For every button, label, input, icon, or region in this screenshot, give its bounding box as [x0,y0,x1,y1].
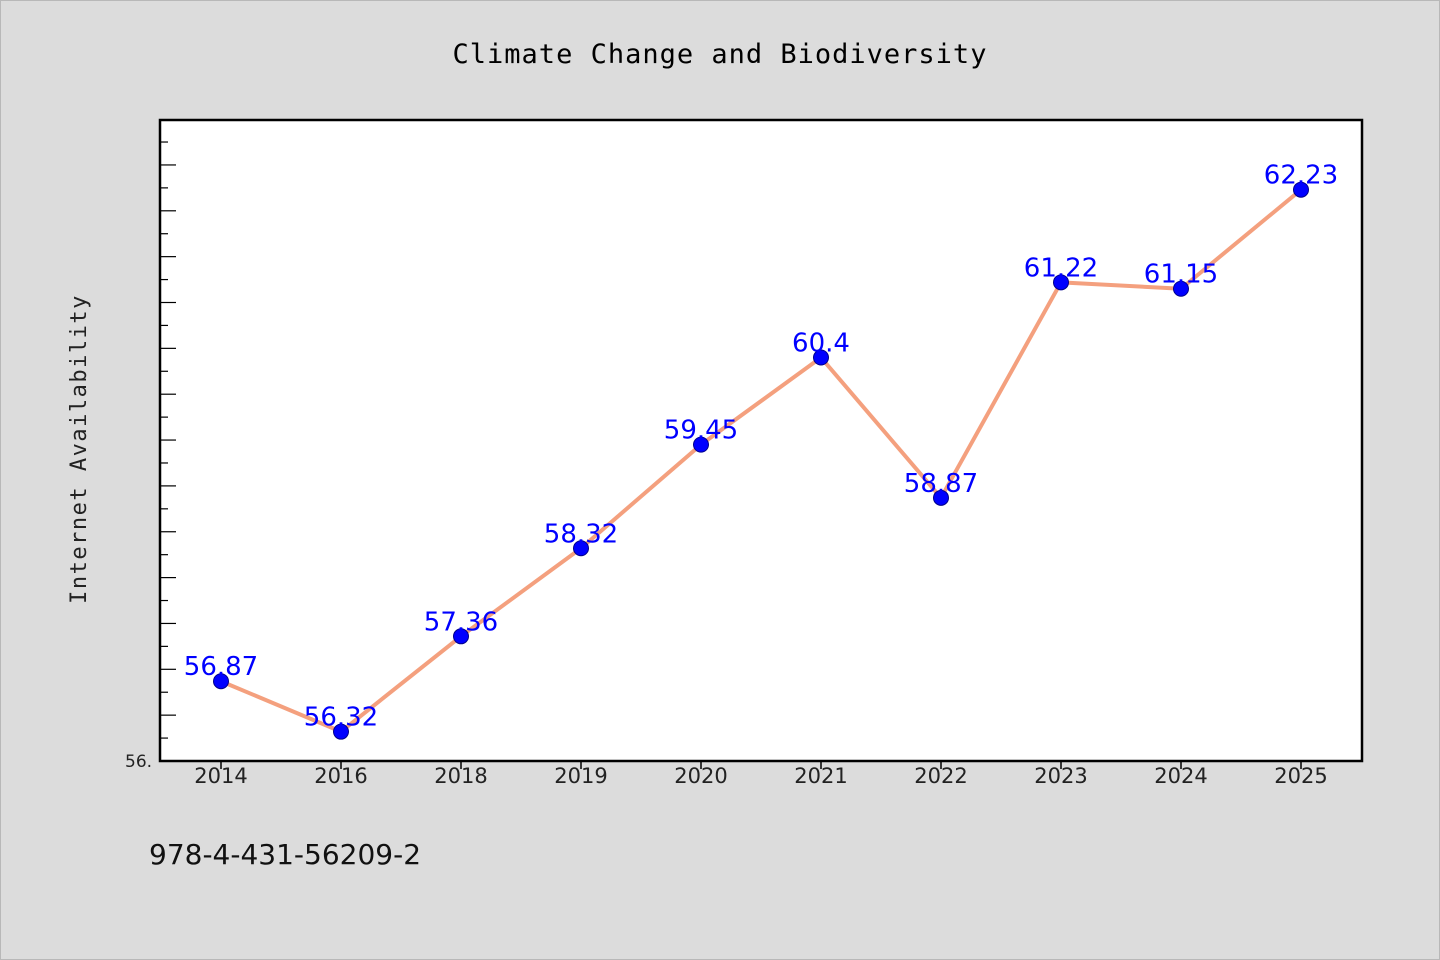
data-label: 59.45 [664,416,738,446]
x-tick-label: 2023 [1034,764,1087,788]
x-axis-ticks: 2014 2016 2018 2019 2020 2021 2022 2023 2024 2025 [194,761,1328,788]
data-point [1293,181,1309,198]
x-tick-label: 2024 [1154,764,1207,788]
data-point [213,673,229,690]
data-label: 61.22 [1024,253,1098,283]
data-label: 62.23 [1264,161,1338,191]
x-tick-label: 2018 [434,764,487,788]
data-point [933,489,949,506]
series-group [213,181,1309,740]
data-point [453,628,469,645]
data-point [333,723,349,740]
x-tick-label: 2021 [794,764,847,788]
isbn-text: 978-4-431-56209-2 [149,838,421,871]
data-label-group: 56.87 56.32 57.36 58.32 59.45 60.4 58.87 61.22 6… [184,161,1338,733]
x-tick-label: 2020 [674,764,727,788]
data-label: 58.32 [544,519,618,549]
x-tick-label: 2014 [194,764,247,788]
x-tick-label: 2016 [314,764,367,788]
series-line [219,187,1303,734]
data-label: 57.36 [424,607,498,637]
data-point [693,436,709,453]
x-tick-label: 2025 [1274,764,1327,788]
y-axis-ticks [160,141,176,762]
data-label: 60.4 [792,329,850,359]
data-point [813,349,829,366]
y-axis-label: Internet Availability [67,294,92,604]
x-tick-label: 2022 [914,764,967,788]
chart-title: Climate Change and Biodiversity [453,39,988,70]
data-point [1053,274,1069,291]
plot-area [158,118,1364,763]
data-label: 61.15 [1144,260,1218,290]
data-point [1173,280,1189,297]
y-tick-label: 56. [125,752,152,772]
x-tick-label: 2019 [554,764,607,788]
data-label: 58.87 [904,469,978,499]
data-label: 56.87 [184,652,258,682]
data-label: 56.32 [304,703,378,733]
data-point [573,540,589,557]
